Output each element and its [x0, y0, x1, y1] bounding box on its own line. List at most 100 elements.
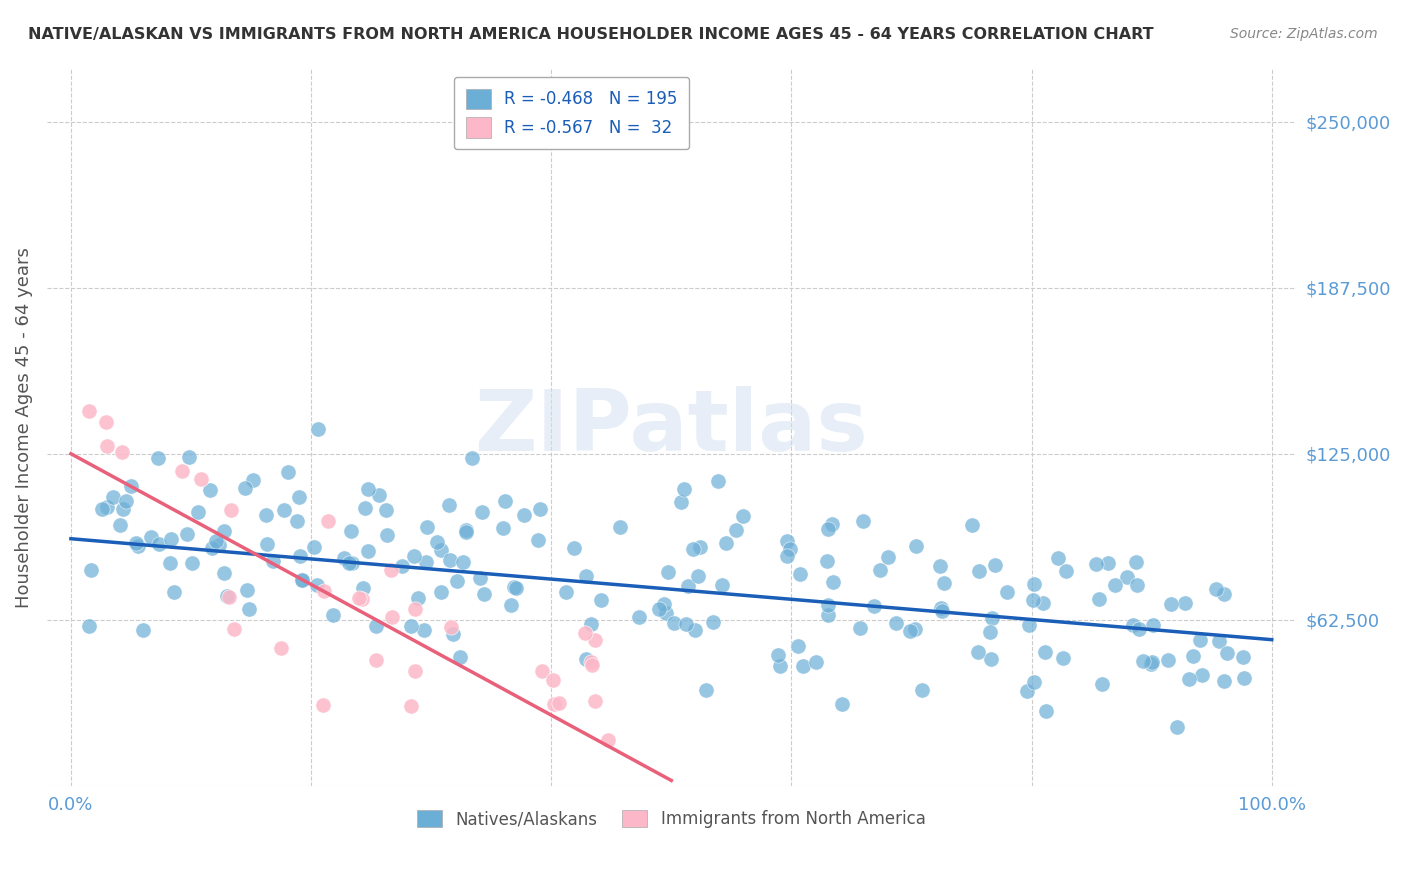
Point	[364, 653, 387, 667]
Point	[852, 514, 875, 528]
Point	[716, 536, 738, 550]
Point	[285, 514, 308, 528]
Point	[543, 697, 565, 711]
Point	[1054, 565, 1077, 579]
Point	[162, 585, 184, 599]
Point	[543, 673, 565, 687]
Point	[437, 498, 460, 512]
Point	[402, 549, 425, 564]
Point	[657, 565, 679, 579]
Point	[291, 574, 314, 588]
Point	[415, 555, 437, 569]
Point	[492, 521, 515, 535]
Point	[979, 625, 1001, 640]
Point	[905, 540, 928, 554]
Point	[898, 624, 921, 639]
Point	[273, 503, 295, 517]
Point	[695, 682, 717, 697]
Point	[1157, 653, 1180, 667]
Point	[399, 618, 422, 632]
Point	[470, 571, 492, 585]
Point	[1015, 684, 1038, 698]
Point	[848, 621, 870, 635]
Point	[96, 439, 118, 453]
Point	[115, 494, 138, 508]
Point	[1140, 655, 1163, 669]
Point	[1126, 578, 1149, 592]
Point	[446, 574, 468, 588]
Point	[305, 578, 328, 592]
Point	[270, 641, 292, 656]
Point	[148, 537, 170, 551]
Point	[353, 500, 375, 515]
Point	[928, 559, 950, 574]
Point	[1035, 705, 1057, 719]
Point	[1033, 645, 1056, 659]
Point	[1166, 720, 1188, 734]
Point	[79, 404, 101, 418]
Point	[451, 555, 474, 569]
Point	[146, 450, 169, 465]
Point	[1205, 582, 1227, 597]
Point	[775, 549, 797, 563]
Point	[769, 658, 792, 673]
Point	[472, 587, 495, 601]
Text: Source: ZipAtlas.com: Source: ZipAtlas.com	[1230, 27, 1378, 41]
Point	[339, 556, 361, 570]
Point	[869, 563, 891, 577]
Point	[503, 581, 526, 595]
Point	[911, 683, 934, 698]
Point	[1140, 657, 1163, 672]
Point	[980, 611, 1002, 625]
Point	[375, 503, 398, 517]
Point	[683, 623, 706, 637]
Point	[277, 466, 299, 480]
Point	[441, 627, 464, 641]
Point	[575, 652, 598, 666]
Point	[817, 598, 839, 612]
Point	[302, 540, 325, 554]
Point	[391, 559, 413, 574]
Point	[581, 655, 603, 669]
Point	[208, 538, 231, 552]
Point	[91, 502, 114, 516]
Point	[205, 534, 228, 549]
Point	[1087, 591, 1109, 606]
Point	[806, 655, 828, 669]
Point	[817, 608, 839, 623]
Point	[527, 533, 550, 547]
Point	[725, 523, 748, 537]
Point	[934, 575, 956, 590]
Point	[589, 592, 612, 607]
Point	[236, 583, 259, 598]
Point	[682, 541, 704, 556]
Point	[1022, 674, 1045, 689]
Point	[529, 502, 551, 516]
Point	[316, 514, 339, 528]
Point	[222, 622, 245, 636]
Point	[340, 524, 363, 539]
Point	[112, 502, 135, 516]
Point	[256, 508, 278, 522]
Point	[212, 524, 235, 538]
Point	[1047, 551, 1070, 566]
Point	[1018, 618, 1040, 632]
Point	[291, 573, 314, 587]
Point	[215, 589, 238, 603]
Text: NATIVE/ALASKAN VS IMMIGRANTS FROM NORTH AMERICA HOUSEHOLDER INCOME AGES 45 - 64 : NATIVE/ALASKAN VS IMMIGRANTS FROM NORTH …	[28, 27, 1154, 42]
Point	[789, 566, 811, 581]
Point	[141, 530, 163, 544]
Point	[1181, 649, 1204, 664]
Point	[931, 604, 953, 618]
Point	[779, 542, 801, 557]
Point	[101, 490, 124, 504]
Point	[356, 482, 378, 496]
Point	[675, 616, 697, 631]
Point	[1191, 668, 1213, 682]
Point	[499, 599, 522, 613]
Point	[412, 624, 434, 638]
Point	[366, 618, 388, 632]
Point	[172, 464, 194, 478]
Point	[1188, 633, 1211, 648]
Point	[179, 450, 201, 465]
